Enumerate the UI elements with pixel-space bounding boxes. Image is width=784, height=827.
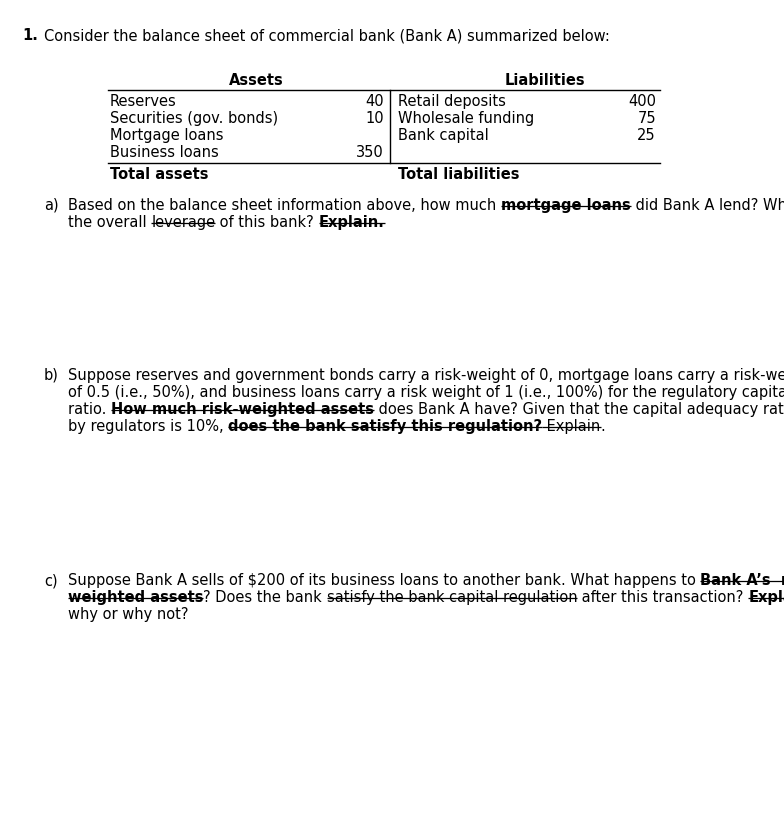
Text: does Bank A have? Given that the capital adequacy ratio set: does Bank A have? Given that the capital…	[374, 402, 784, 417]
Text: by regulators is 10%,: by regulators is 10%,	[68, 418, 228, 433]
Text: Explain: Explain	[749, 590, 784, 605]
Text: ? Does the bank: ? Does the bank	[204, 590, 327, 605]
Text: .: .	[601, 418, 605, 433]
Text: ratio.: ratio.	[68, 402, 111, 417]
Text: Liabilities: Liabilities	[505, 73, 586, 88]
Text: Retail deposits: Retail deposits	[398, 94, 506, 109]
Text: b): b)	[44, 367, 59, 383]
Text: 1.: 1.	[22, 28, 38, 43]
Text: Suppose reserves and government bonds carry a risk-weight of 0, mortgage loans c: Suppose reserves and government bonds ca…	[68, 367, 784, 383]
Text: of this bank?: of this bank?	[216, 215, 319, 230]
Text: Based on the balance sheet information above, how much: Based on the balance sheet information a…	[68, 198, 501, 213]
Text: 25: 25	[637, 128, 656, 143]
Text: Wholesale funding: Wholesale funding	[398, 111, 534, 126]
Text: Explain: Explain	[543, 418, 601, 433]
Text: Assets: Assets	[229, 73, 284, 88]
Text: 10: 10	[365, 111, 384, 126]
Text: c): c)	[44, 572, 58, 587]
Text: does the bank satisfy this regulation?: does the bank satisfy this regulation?	[228, 418, 543, 433]
Text: Explain.: Explain.	[319, 215, 385, 230]
Text: after this transaction?: after this transaction?	[578, 590, 749, 605]
Text: Bank capital: Bank capital	[398, 128, 488, 143]
Text: of 0.5 (i.e., 50%), and business loans carry a risk weight of 1 (i.e., 100%) for: of 0.5 (i.e., 50%), and business loans c…	[68, 385, 784, 399]
Text: Total assets: Total assets	[110, 167, 209, 182]
Text: How much risk-weighted assets: How much risk-weighted assets	[111, 402, 374, 417]
Text: 75: 75	[637, 111, 656, 126]
Text: Mortgage loans: Mortgage loans	[110, 128, 223, 143]
Text: satisfy the bank capital regulation: satisfy the bank capital regulation	[327, 590, 578, 605]
Text: a): a)	[44, 198, 59, 213]
Text: 350: 350	[356, 145, 384, 160]
Text: Consider the balance sheet of commercial bank (Bank A) summarized below:: Consider the balance sheet of commercial…	[44, 28, 610, 43]
Text: the overall: the overall	[68, 215, 151, 230]
Text: Bank A’s  risk-: Bank A’s risk-	[700, 572, 784, 587]
Text: 40: 40	[365, 94, 384, 109]
Text: mortgage loans: mortgage loans	[501, 198, 630, 213]
Text: leverage: leverage	[151, 215, 216, 230]
Text: 400: 400	[628, 94, 656, 109]
Text: why or why not?: why or why not?	[68, 606, 188, 621]
Text: Suppose Bank A sells of $200 of its business loans to another bank. What happens: Suppose Bank A sells of $200 of its busi…	[68, 572, 700, 587]
Text: Reserves: Reserves	[110, 94, 176, 109]
Text: did Bank A lend? What is: did Bank A lend? What is	[630, 198, 784, 213]
Text: Business loans: Business loans	[110, 145, 219, 160]
Text: Total liabilities: Total liabilities	[398, 167, 520, 182]
Text: weighted assets: weighted assets	[68, 590, 204, 605]
Text: Securities (gov. bonds): Securities (gov. bonds)	[110, 111, 278, 126]
